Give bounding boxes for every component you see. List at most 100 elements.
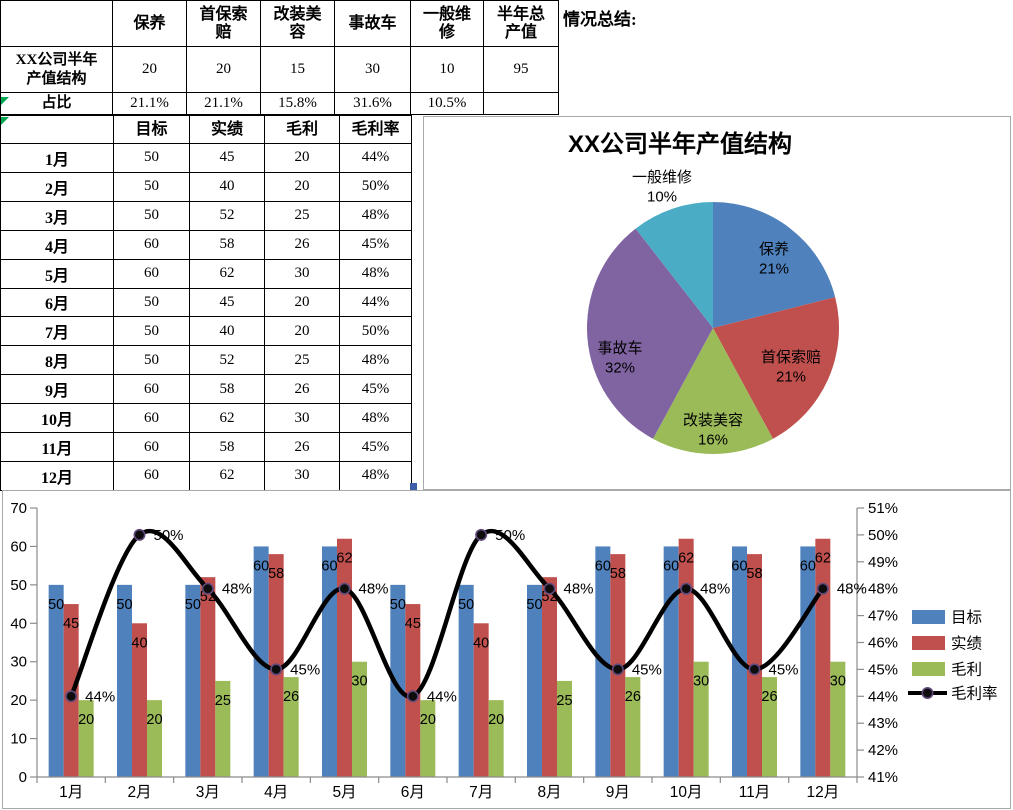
rate-marker-8月[interactable] (543, 582, 556, 595)
monthly-value-cell[interactable]: 50 (114, 144, 190, 173)
rate-marker-2月[interactable] (133, 528, 146, 541)
rate-marker-5月[interactable] (338, 582, 351, 595)
bar-目标-6月[interactable] (390, 584, 406, 777)
monthly-value-cell[interactable]: 60 (114, 461, 190, 491)
monthly-value-cell[interactable]: 44% (340, 144, 412, 173)
monthly-value-cell[interactable]: 60 (114, 375, 190, 405)
monthly-column-header[interactable]: 实绩 (190, 116, 265, 144)
bar-目标-10月[interactable] (663, 546, 679, 777)
bar-目标-1月[interactable] (48, 584, 64, 777)
legend-item-目标[interactable]: 目标 (912, 609, 982, 627)
monthly-month-label[interactable]: 12月 (1, 461, 114, 491)
summary-value-cell[interactable]: 95 (484, 47, 559, 93)
bar-毛利-6月[interactable] (420, 700, 436, 777)
monthly-value-cell[interactable]: 48% (340, 346, 412, 376)
situation-summary-cell[interactable]: 情况总结: (563, 10, 637, 29)
monthly-value-cell[interactable]: 50% (340, 172, 412, 202)
legend-item-毛利[interactable]: 毛利 (912, 661, 982, 679)
monthly-value-cell[interactable]: 60 (114, 259, 190, 289)
bar-毛利-5月[interactable] (352, 661, 367, 777)
monthly-column-header[interactable]: 毛利 (265, 116, 340, 144)
rate-marker-7月[interactable] (475, 528, 488, 541)
monthly-value-cell[interactable]: 45 (190, 144, 265, 173)
monthly-value-cell[interactable]: 26 (265, 375, 340, 405)
monthly-value-cell[interactable]: 40 (190, 172, 265, 202)
monthly-value-cell[interactable]: 62 (190, 461, 265, 491)
monthly-value-cell[interactable]: 45% (340, 433, 412, 462)
summary-ratio-cell[interactable]: 15.8% (261, 93, 335, 115)
rate-marker-9月[interactable] (611, 663, 624, 676)
monthly-month-label[interactable]: 8月 (1, 346, 114, 376)
rate-marker-1月[interactable] (65, 690, 78, 703)
monthly-value-cell[interactable]: 25 (265, 346, 340, 376)
monthly-value-cell[interactable]: 58 (190, 230, 265, 260)
monthly-month-label[interactable]: 3月 (1, 201, 114, 231)
summary-ratio-cell[interactable]: 21.1% (113, 93, 187, 115)
monthly-value-cell[interactable]: 50 (114, 172, 190, 202)
bar-毛利-7月[interactable] (488, 700, 504, 777)
monthly-value-cell[interactable]: 58 (190, 433, 265, 462)
rate-marker-4月[interactable] (270, 663, 283, 676)
bar-实绩-12月[interactable] (815, 538, 831, 777)
monthly-value-cell[interactable]: 45% (340, 230, 412, 260)
summary-column-header[interactable]: 一般维修 (411, 1, 484, 47)
pie-slice-事故车[interactable] (587, 228, 713, 439)
bar-实绩-5月[interactable] (337, 538, 352, 777)
summary-value-cell[interactable]: 30 (335, 47, 411, 93)
summary-value-cell[interactable]: 20 (187, 47, 261, 93)
monthly-column-header[interactable]: 毛利率 (340, 116, 412, 144)
monthly-value-cell[interactable]: 48% (340, 201, 412, 231)
rate-marker-12月[interactable] (816, 582, 829, 595)
monthly-month-label[interactable]: 11月 (1, 433, 114, 462)
monthly-value-cell[interactable]: 60 (114, 433, 190, 462)
summary-value-cell[interactable]: 10 (411, 47, 484, 93)
summary-value-cell[interactable]: 15 (261, 47, 335, 93)
monthly-value-cell[interactable]: 26 (265, 433, 340, 462)
bar-毛利-10月[interactable] (693, 661, 709, 777)
monthly-column-header[interactable]: 目标 (114, 116, 190, 144)
monthly-value-cell[interactable]: 62 (190, 404, 265, 434)
monthly-month-label[interactable]: 1月 (1, 144, 114, 173)
monthly-value-cell[interactable]: 30 (265, 404, 340, 434)
bar-目标-7月[interactable] (458, 584, 474, 777)
monthly-value-cell[interactable]: 48% (340, 404, 412, 434)
bar-目标-3月[interactable] (185, 584, 201, 777)
fill-handle[interactable] (410, 483, 417, 490)
summary-row-label[interactable]: XX公司半年 产值结构 (1, 47, 113, 93)
monthly-value-cell[interactable]: 60 (114, 230, 190, 260)
summary-corner-cell[interactable] (1, 1, 113, 47)
summary-column-header[interactable]: 改装美容 (261, 1, 335, 47)
bar-目标-12月[interactable] (800, 546, 816, 777)
bar-毛利-2月[interactable] (147, 700, 162, 777)
monthly-value-cell[interactable]: 30 (265, 461, 340, 491)
pie-chart[interactable]: XX公司半年产值结构 保养 21% 首保索赔 21% 改装美容 16% 事故车 32% 一般维修 1… (423, 116, 1011, 490)
summary-ratio-cell[interactable] (484, 93, 559, 115)
monthly-value-cell[interactable]: 52 (190, 201, 265, 231)
pie-slice-保养[interactable] (713, 202, 836, 328)
summary-ratio-cell[interactable]: 31.6% (335, 93, 411, 115)
summary-column-header[interactable]: 事故车 (335, 1, 411, 47)
bar-实绩-3月[interactable] (200, 577, 216, 777)
monthly-value-cell[interactable]: 50% (340, 317, 412, 347)
bar-毛利-8月[interactable] (557, 680, 572, 777)
monthly-value-cell[interactable]: 44% (340, 288, 412, 318)
bar-毛利-9月[interactable] (625, 677, 641, 777)
monthly-value-cell[interactable]: 50 (114, 201, 190, 231)
monthly-value-cell[interactable]: 30 (265, 259, 340, 289)
summary-column-header[interactable]: 半年总产值 (484, 1, 559, 47)
rate-marker-3月[interactable] (201, 582, 214, 595)
bar-目标-5月[interactable] (322, 546, 337, 777)
legend-item-毛利率[interactable]: 毛利率 (908, 685, 998, 703)
bar-实绩-10月[interactable] (678, 538, 694, 777)
rate-marker-10月[interactable] (680, 582, 693, 595)
monthly-value-cell[interactable]: 48% (340, 461, 412, 491)
monthly-value-cell[interactable]: 20 (265, 172, 340, 202)
monthly-value-cell[interactable]: 52 (190, 346, 265, 376)
bar-目标-2月[interactable] (117, 584, 132, 777)
monthly-value-cell[interactable]: 20 (265, 317, 340, 347)
bar-毛利-11月[interactable] (762, 677, 777, 777)
monthly-value-cell[interactable]: 50 (114, 288, 190, 318)
summary-ratio-cell[interactable]: 21.1% (187, 93, 261, 115)
bar-目标-8月[interactable] (527, 584, 542, 777)
rate-line[interactable] (68, 528, 826, 699)
